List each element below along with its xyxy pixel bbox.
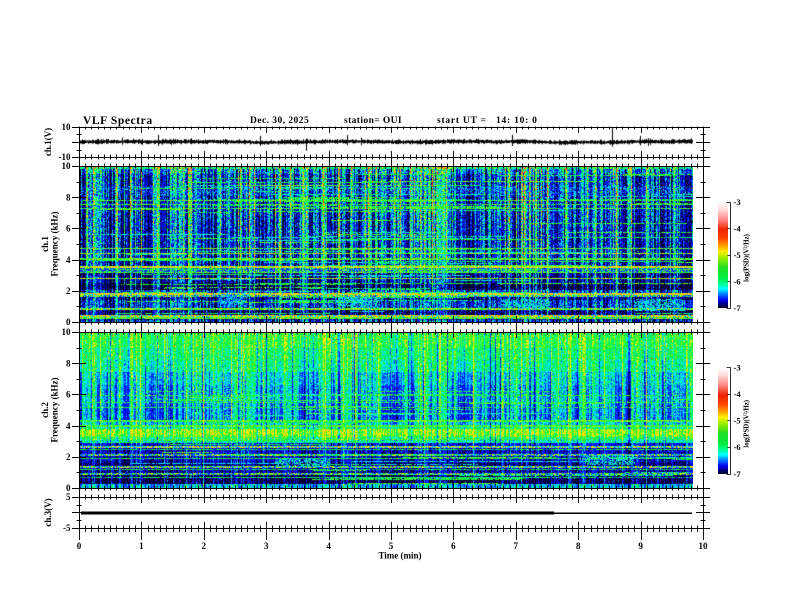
svg-text:9: 9: [638, 541, 643, 551]
svg-text:2: 2: [202, 541, 207, 551]
svg-text:5: 5: [66, 492, 71, 502]
svg-text:ch.2: ch.2: [40, 402, 50, 418]
svg-text:4: 4: [66, 421, 71, 431]
svg-text:0: 0: [66, 483, 71, 493]
svg-text:-3: -3: [734, 362, 741, 372]
svg-text:Time (min): Time (min): [378, 551, 421, 561]
svg-text:10: 10: [62, 122, 72, 132]
svg-text:2: 2: [66, 286, 71, 296]
svg-text:-6: -6: [734, 276, 741, 286]
svg-text:0: 0: [66, 317, 71, 327]
svg-text:8: 8: [576, 541, 581, 551]
svg-text:ch.3(V): ch.3(V): [43, 498, 53, 526]
svg-text:ch.1: ch.1: [40, 236, 50, 252]
svg-text:log(PSD)(V²/Hz): log(PSD)(V²/Hz): [744, 400, 751, 448]
svg-text:-5: -5: [734, 416, 741, 426]
svg-text:station= OUI: station= OUI: [344, 116, 402, 126]
svg-text:7: 7: [514, 541, 519, 551]
svg-text:4: 4: [326, 541, 331, 551]
svg-text:log(PSD)(V²/Hz): log(PSD)(V²/Hz): [744, 234, 751, 282]
svg-text:6: 6: [66, 390, 71, 400]
svg-text:-5: -5: [734, 250, 741, 260]
svg-text:4: 4: [66, 255, 71, 265]
svg-text:-7: -7: [734, 469, 742, 479]
svg-text:10: 10: [699, 541, 709, 551]
svg-text:start UT = 14: 10: 0: start UT = 14: 10: 0: [437, 116, 538, 126]
svg-text:-4: -4: [734, 223, 742, 233]
svg-text:0: 0: [77, 541, 82, 551]
svg-text:10: 10: [62, 161, 72, 171]
svg-text:-5: -5: [63, 523, 71, 533]
svg-text:1: 1: [139, 541, 144, 551]
svg-text:6: 6: [451, 541, 456, 551]
svg-text:Frequency (kHz): Frequency (kHz): [49, 211, 59, 276]
svg-text:8: 8: [66, 192, 71, 202]
svg-text:2: 2: [66, 452, 71, 462]
svg-text:Frequency (kHz): Frequency (kHz): [49, 377, 59, 442]
svg-text:-3: -3: [734, 197, 741, 207]
svg-text:-10: -10: [59, 152, 71, 162]
svg-text:10: 10: [62, 327, 72, 337]
svg-text:-7: -7: [734, 303, 742, 313]
svg-text:VLF Spectra: VLF Spectra: [83, 115, 153, 127]
svg-text:5: 5: [389, 541, 394, 551]
svg-text:6: 6: [66, 224, 71, 234]
svg-text:3: 3: [264, 541, 269, 551]
svg-text:8: 8: [66, 358, 71, 368]
svg-text:-4: -4: [734, 389, 742, 399]
svg-text:Dec. 30, 2025: Dec. 30, 2025: [250, 116, 309, 126]
svg-text:ch.1(V): ch.1(V): [43, 128, 53, 156]
svg-text:-6: -6: [734, 442, 741, 452]
